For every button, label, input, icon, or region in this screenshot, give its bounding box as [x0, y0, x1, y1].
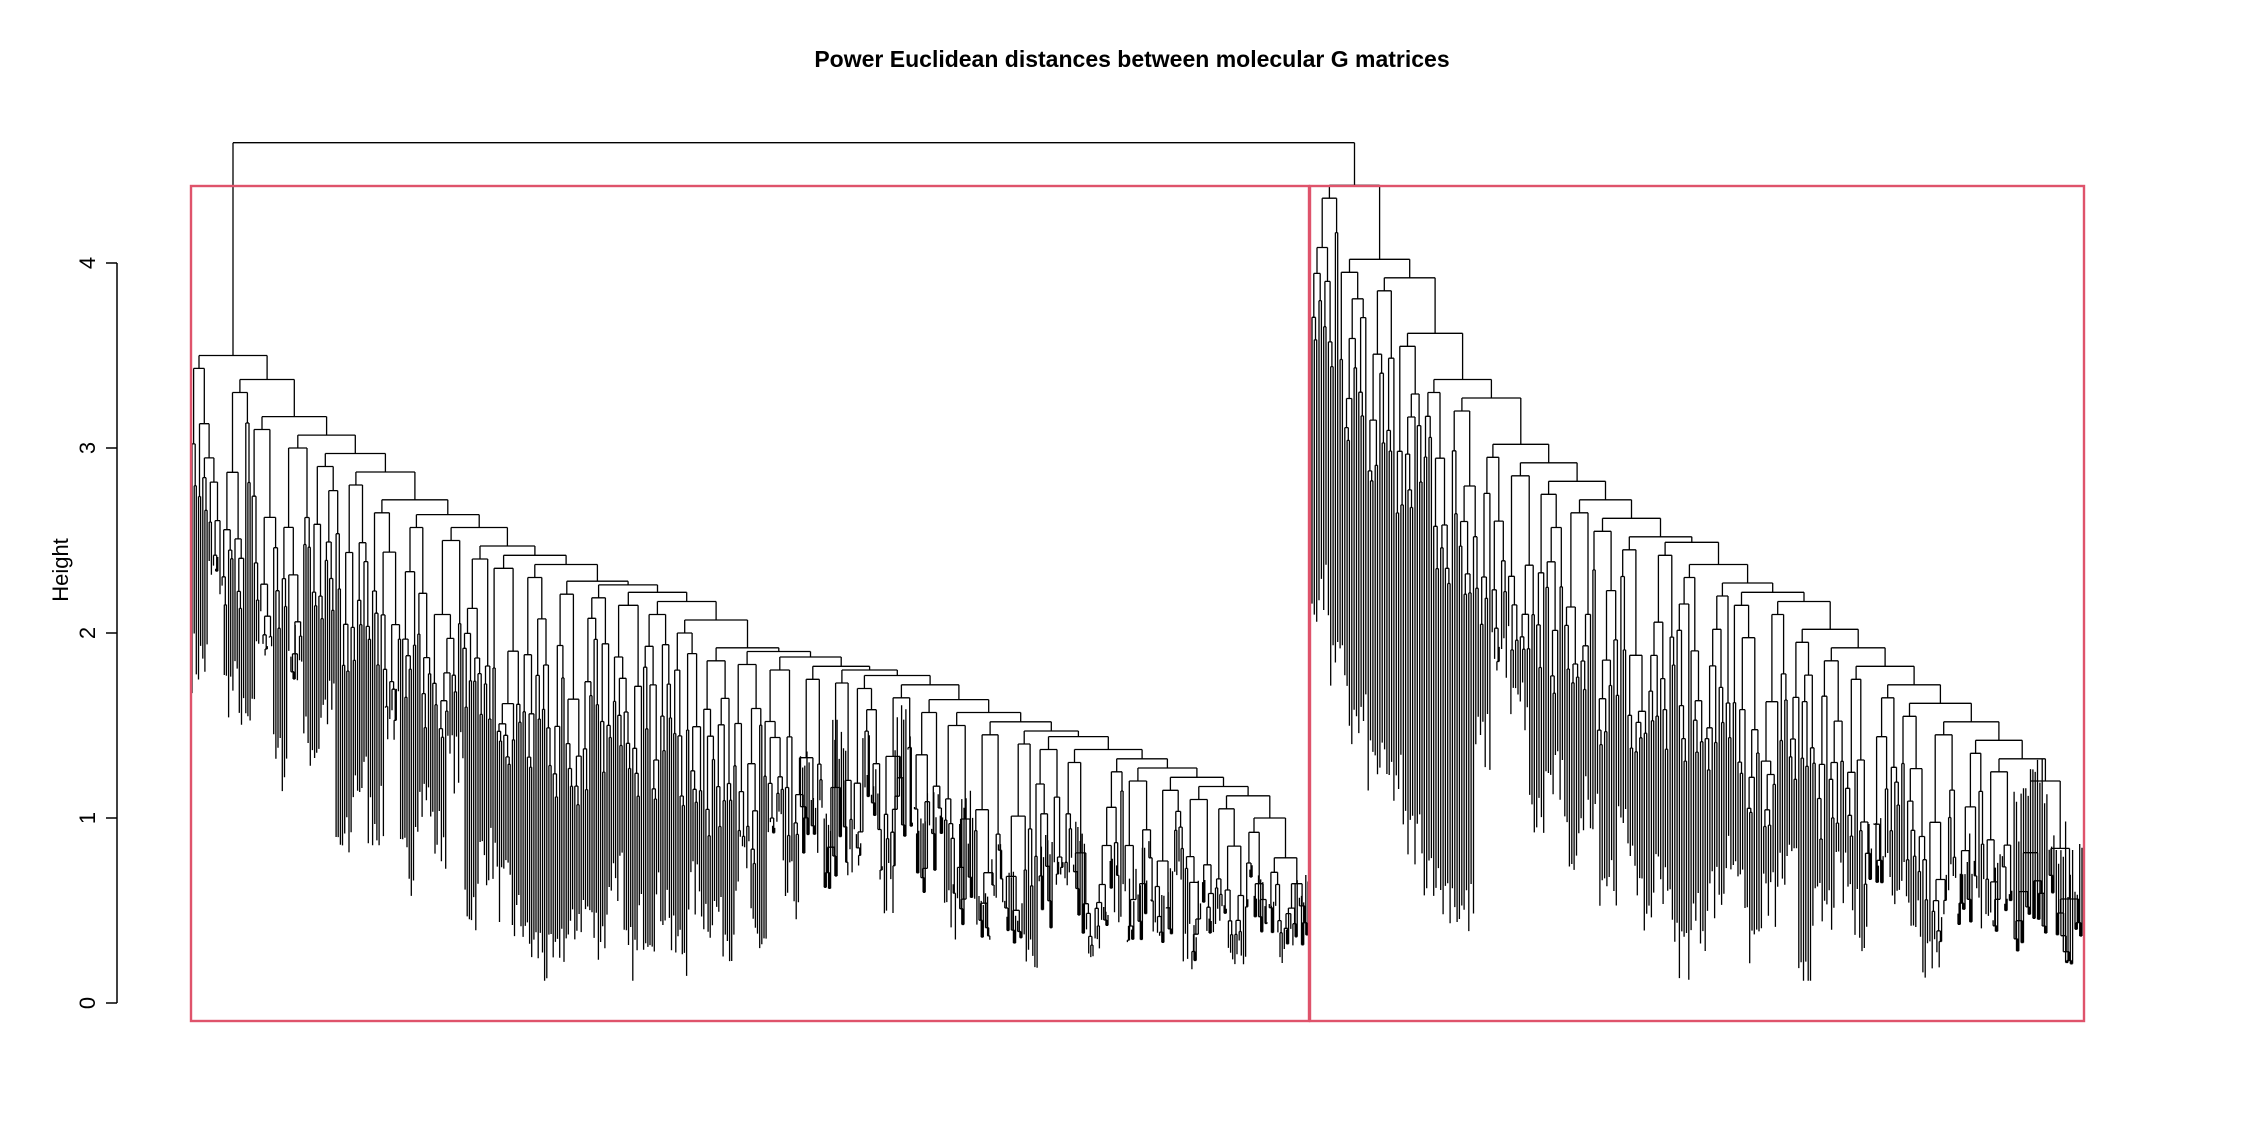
chart-title: Power Euclidean distances between molecu…: [814, 46, 1449, 72]
cluster-rect-2: [1308, 184, 2086, 1023]
y-axis-label: Height: [48, 538, 73, 602]
y-tick-label: 4: [75, 257, 100, 269]
dendrogram-branch-lines: [191, 142, 2083, 981]
cluster-rectangles: [189, 184, 2086, 1023]
y-tick-label: 0: [75, 997, 100, 1009]
y-tick-label: 3: [75, 442, 100, 454]
cluster-rect-1: [189, 184, 1311, 1023]
y-tick-label: 2: [75, 627, 100, 639]
y-axis: 0 1 2 3 4: [75, 257, 118, 1009]
y-tick-label: 1: [75, 812, 100, 824]
dendrogram-branches: [191, 142, 2083, 981]
